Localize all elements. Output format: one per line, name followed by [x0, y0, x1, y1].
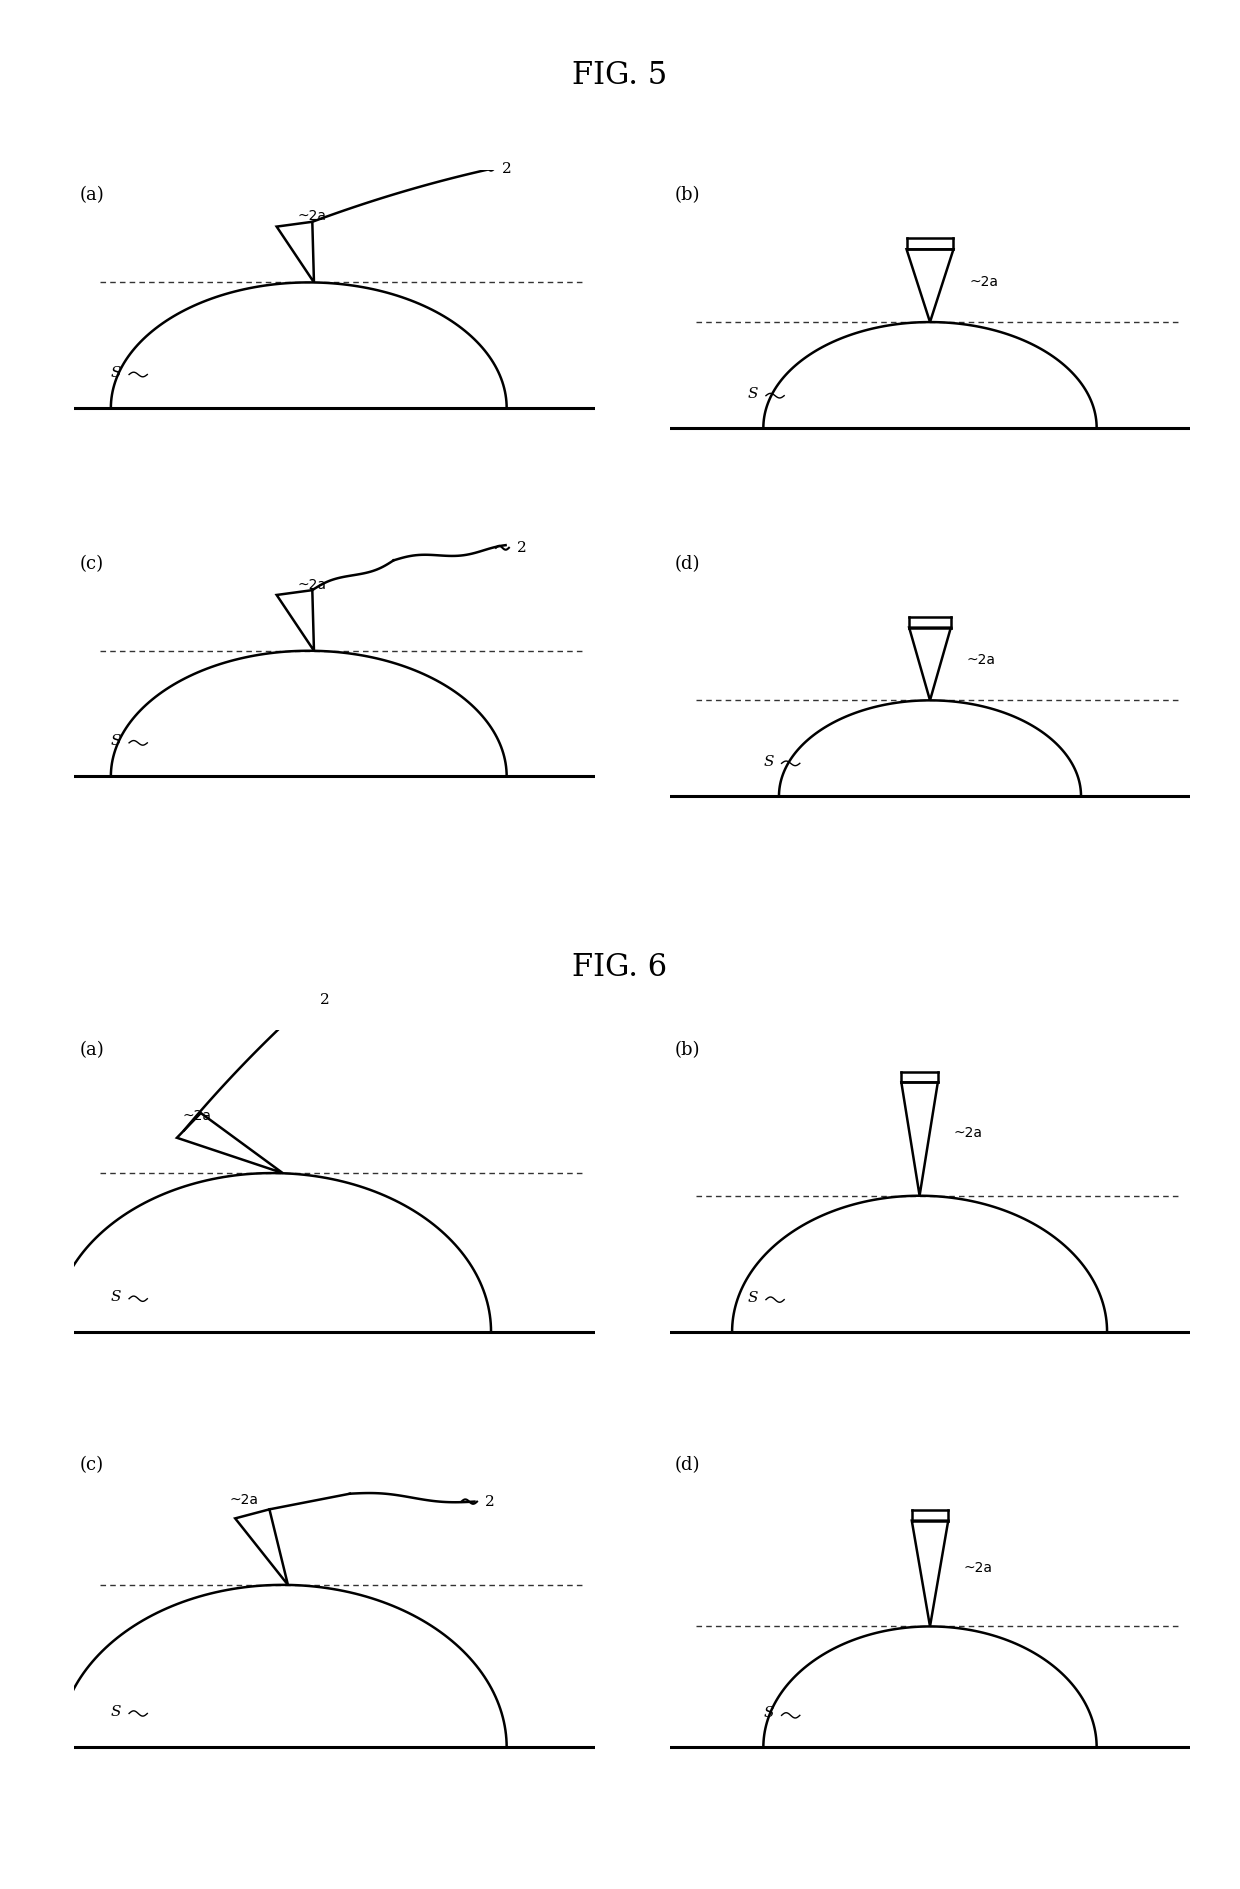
- Text: (d): (d): [675, 1456, 701, 1475]
- Text: ~2a: ~2a: [954, 1126, 982, 1141]
- Polygon shape: [277, 221, 314, 281]
- Text: (b): (b): [675, 187, 701, 204]
- Polygon shape: [236, 1509, 288, 1585]
- Text: ~2a: ~2a: [963, 1560, 993, 1575]
- Polygon shape: [906, 249, 954, 323]
- Text: S: S: [764, 1706, 774, 1721]
- Text: 2: 2: [485, 1494, 495, 1509]
- Text: (b): (b): [675, 1041, 701, 1060]
- Text: FIG. 6: FIG. 6: [573, 952, 667, 982]
- Text: ~2a: ~2a: [966, 654, 996, 667]
- Text: 2: 2: [320, 994, 330, 1007]
- Text: (c): (c): [79, 555, 104, 572]
- Text: S: S: [110, 366, 122, 380]
- Text: S: S: [748, 387, 758, 400]
- Text: ~2a: ~2a: [298, 210, 326, 223]
- Text: ~2a: ~2a: [298, 578, 326, 591]
- Polygon shape: [277, 589, 314, 650]
- Text: 2: 2: [502, 162, 512, 176]
- Text: ~2a: ~2a: [970, 276, 998, 289]
- Text: ~2a: ~2a: [229, 1492, 259, 1507]
- Text: S: S: [110, 735, 122, 748]
- Text: S: S: [764, 756, 774, 769]
- Text: (d): (d): [675, 555, 701, 572]
- Text: ~2a: ~2a: [182, 1109, 211, 1122]
- Text: S: S: [110, 1704, 122, 1719]
- Text: S: S: [748, 1290, 758, 1305]
- Polygon shape: [909, 627, 951, 701]
- Text: (a): (a): [79, 187, 104, 204]
- Text: (c): (c): [79, 1456, 104, 1475]
- Polygon shape: [177, 1113, 283, 1173]
- Text: FIG. 5: FIG. 5: [573, 60, 667, 91]
- Text: (a): (a): [79, 1041, 104, 1060]
- Polygon shape: [901, 1082, 937, 1196]
- Text: 2: 2: [517, 540, 527, 555]
- Text: S: S: [110, 1290, 122, 1303]
- Polygon shape: [911, 1521, 949, 1626]
